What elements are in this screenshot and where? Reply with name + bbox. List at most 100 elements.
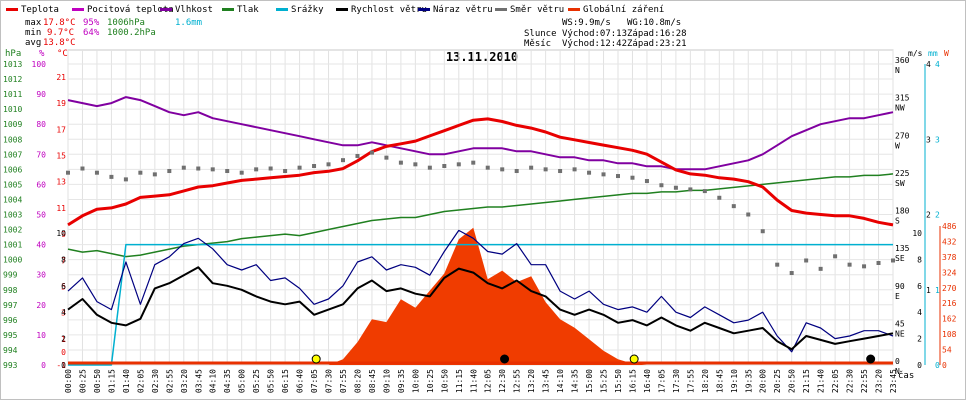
wind-direction-point [673, 185, 678, 190]
axis-tick-w: 324 [942, 268, 957, 277]
wind-direction-point [847, 262, 852, 267]
axis-tick-hpa: 999 [3, 271, 18, 280]
axis-tick-direction: 315 [895, 94, 910, 103]
x-tick-label: 20:00 [759, 369, 768, 393]
x-tick-label: 00:25 [78, 369, 87, 393]
x-tick-label: 10:25 [426, 369, 435, 393]
axis-tick-direction: 270 [895, 131, 910, 140]
legend-swatch [336, 8, 348, 11]
axis-tick-hpa: 995 [3, 331, 18, 340]
axis-tick-ms-aux: 1 [926, 286, 931, 295]
axis-tick-percent: 10 [36, 331, 46, 340]
series-line-wind-speed [67, 266, 894, 351]
axis-tick-hpa: 1001 [3, 241, 22, 250]
axis-tick-w: 216 [942, 299, 957, 308]
wind-direction-point [688, 187, 693, 192]
wind-direction-point [225, 169, 230, 174]
legend-label: Rychlost větru [351, 5, 427, 15]
wind-sun-moon-block: WS:9.9m/s WG:10.8m/s Slunce Východ:07:13… [524, 18, 687, 49]
x-tick-label: 09:35 [397, 369, 406, 393]
wind-direction-point [181, 165, 186, 170]
axis-tick-compass: N [895, 367, 900, 376]
axis-tick-compass: SE [895, 254, 905, 263]
wind-direction-point [789, 271, 794, 276]
axis-tick-direction: 0 [895, 357, 900, 366]
x-tick-label: 02:30 [151, 369, 160, 393]
wind-direction-point [529, 165, 534, 170]
wind-direction-point [254, 167, 259, 172]
x-tick-label: 04:35 [223, 369, 232, 393]
series-line-temperature [67, 117, 894, 227]
x-tick-label: 02:55 [165, 369, 174, 393]
axis-tick-mm: 1 [935, 286, 940, 295]
axis-tick-hpa: 998 [3, 286, 18, 295]
x-tick-label: 07:55 [339, 369, 348, 393]
axis-tick-w: 0 [942, 361, 947, 370]
x-tick-label: 13:20 [527, 369, 536, 393]
x-tick-label: 03:20 [180, 369, 189, 393]
x-tick-label: 09:10 [382, 369, 391, 393]
wind-direction-point [355, 153, 360, 158]
wind-direction-point [384, 155, 389, 160]
axis-tick-ms: 10 [912, 229, 922, 238]
wind-direction-point [80, 166, 85, 171]
axis-tick-ms: 4 [917, 308, 922, 317]
legend-label: Pocitová teplota [87, 5, 174, 15]
stat-min-hum: 64% [83, 28, 100, 38]
wind-direction-point [268, 166, 273, 171]
x-tick-label: 17:55 [686, 369, 695, 393]
x-tick-label: 05:00 [238, 369, 247, 393]
axis-tick-compass: N [895, 66, 900, 75]
axis-tick-hpa: 1005 [3, 180, 22, 189]
wind-direction-point [297, 165, 302, 170]
wind-direction-point [456, 162, 461, 167]
axis-tick-direction: 180 [895, 207, 910, 216]
axis-tick-ms-aux: 2 [926, 211, 931, 220]
x-tick-label: 16:15 [628, 369, 637, 393]
wind-direction-point [644, 179, 649, 184]
axis-tick-compass: NE [895, 329, 905, 338]
axis-tick-celsius: 1 [61, 335, 66, 344]
axis-tick-ms-aux: 3 [926, 135, 931, 144]
wind-direction-point [326, 162, 331, 167]
plot-area [66, 96, 895, 366]
axis-tick-ms: 2 [917, 335, 922, 344]
moon-label: Měsíc [524, 39, 551, 49]
x-tick-label: 12:05 [484, 369, 493, 393]
axis-tick-hpa: 1003 [3, 211, 22, 220]
axis-unit-mm: mm [928, 49, 938, 58]
wind-direction-point [601, 172, 606, 177]
axis-tick-mm: 2 [935, 211, 940, 220]
x-tick-label: 05:25 [252, 369, 261, 393]
axis-unit-hpa: hPa [5, 49, 21, 59]
x-tick-label: 06:15 [281, 369, 290, 393]
wind-speed-max: WS:9.9m/s [562, 18, 611, 28]
axis-tick-wind: 2 [61, 335, 66, 344]
stat-min-temp: 9.7°C [47, 28, 74, 38]
left-axes: hPa% °C9939949959969979989991000100110021… [3, 49, 68, 370]
wind-direction-point [66, 170, 70, 175]
axis-tick-ms: 6 [917, 282, 922, 291]
legend-label: Vlhkost [175, 5, 213, 15]
wind-direction-point [833, 254, 838, 259]
x-tick-label: 20:50 [788, 369, 797, 393]
axis-tick-compass: E [895, 292, 900, 301]
wind-direction-point [138, 170, 143, 175]
wind-direction-point [616, 174, 620, 179]
wind-direction-point [485, 165, 490, 170]
axis-tick-hpa: 1013 [3, 60, 22, 69]
x-tick-label: 19:35 [744, 369, 753, 393]
axis-tick-compass: W [895, 141, 900, 150]
wind-direction-point [413, 162, 418, 167]
wind-direction-point [312, 164, 317, 169]
x-tick-label: 06:40 [296, 369, 305, 393]
axis-tick-hpa: 997 [3, 301, 18, 310]
x-tick-label: 19:10 [730, 369, 739, 393]
chart-title-date: 13.11.2010 [446, 50, 518, 64]
wind-direction-point [543, 167, 548, 172]
axis-tick-wind: 6 [61, 282, 66, 291]
axis-tick-hpa: 1008 [3, 135, 22, 144]
axis-tick-celsius: 9 [61, 230, 66, 239]
stat-max-press: 1006hPa [107, 18, 145, 28]
